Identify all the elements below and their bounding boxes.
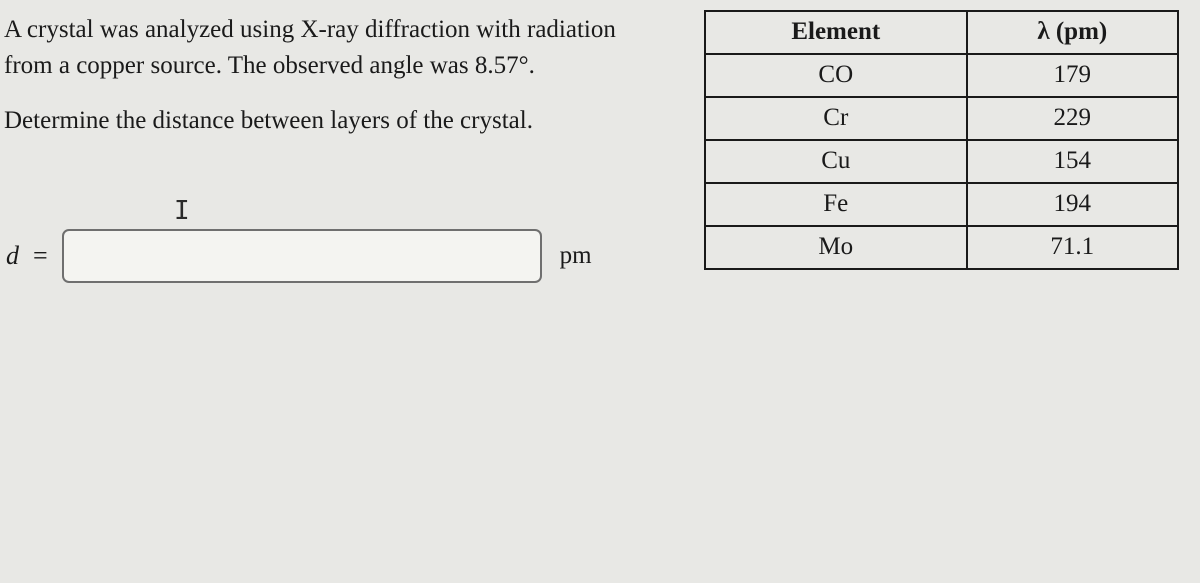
cell-element: Cr bbox=[705, 97, 967, 140]
equals-sign: = bbox=[33, 241, 48, 271]
wavelength-table: Element λ (pm) CO 179 Cr 229 Cu 154 bbox=[704, 10, 1179, 270]
cell-lambda: 154 bbox=[967, 140, 1178, 183]
answer-unit: pm bbox=[560, 242, 592, 270]
cell-lambda: 194 bbox=[967, 183, 1178, 226]
cell-element: Cu bbox=[705, 140, 967, 183]
col-header-lambda: λ (pm) bbox=[967, 11, 1178, 54]
table-row: CO 179 bbox=[705, 54, 1178, 97]
answer-input[interactable] bbox=[62, 229, 542, 283]
answer-row: d = pm bbox=[6, 229, 664, 283]
table-row: Mo 71.1 bbox=[705, 226, 1178, 269]
cell-element: Fe bbox=[705, 183, 967, 226]
cell-lambda: 179 bbox=[967, 54, 1178, 97]
answer-variable: d bbox=[6, 241, 19, 271]
table-row: Fe 194 bbox=[705, 183, 1178, 226]
cell-lambda: 71.1 bbox=[967, 226, 1178, 269]
table-row: Cr 229 bbox=[705, 97, 1178, 140]
problem-instruction: Determine the distance between layers of… bbox=[4, 103, 664, 139]
cell-element: Mo bbox=[705, 226, 967, 269]
cell-lambda: 229 bbox=[967, 97, 1178, 140]
table-row: Cu 154 bbox=[705, 140, 1178, 183]
cell-element: CO bbox=[705, 54, 967, 97]
col-header-element: Element bbox=[705, 11, 967, 54]
problem-statement: A crystal was analyzed using X-ray diffr… bbox=[4, 12, 664, 85]
